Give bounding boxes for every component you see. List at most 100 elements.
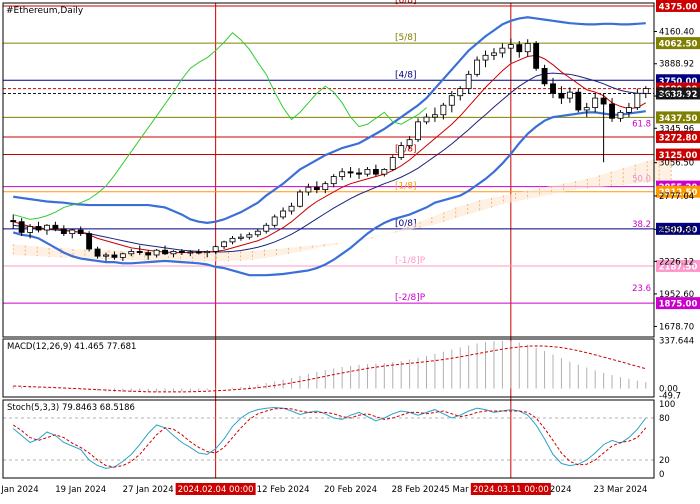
stoch-tick-label: 80 bbox=[659, 414, 670, 424]
price-tick-label: 3617.44 bbox=[659, 92, 694, 102]
x-tick-label: 12 Feb 2024 bbox=[257, 485, 310, 495]
x-highlight-label: 2024.03.11 00:00 bbox=[473, 485, 549, 495]
level-badge-text: 2500.00 bbox=[659, 225, 698, 235]
candle-body bbox=[609, 103, 615, 119]
x-highlight-badge bbox=[175, 483, 256, 495]
candle-body bbox=[448, 95, 455, 106]
candle-body bbox=[600, 97, 607, 105]
candle-body bbox=[263, 224, 270, 232]
candle-body bbox=[212, 246, 219, 252]
candle-body bbox=[136, 251, 143, 254]
bollinger-upper bbox=[13, 16, 646, 225]
macd-label: MACD(12,26,9) 41.465 77.681 bbox=[7, 342, 136, 352]
macd-pane-frame bbox=[2, 338, 655, 398]
candle-body bbox=[558, 92, 565, 99]
price-tick-label: 3056.50 bbox=[659, 159, 694, 169]
fib-label: 38.2 bbox=[632, 220, 651, 230]
candle-body bbox=[238, 236, 244, 239]
level-label: [4/8] bbox=[395, 70, 417, 80]
bollinger-lower bbox=[12, 110, 646, 277]
candle-body bbox=[128, 251, 135, 255]
price-tick-label: 3345.96 bbox=[659, 124, 694, 134]
ma-slow-line bbox=[13, 72, 646, 253]
candle-body bbox=[524, 43, 531, 53]
candle-body bbox=[381, 169, 388, 175]
level-badge bbox=[656, 0, 700, 12]
level-label: [0/8] bbox=[395, 219, 417, 229]
candle-body bbox=[119, 253, 126, 258]
x-tick-label: 28 Feb 2024 bbox=[392, 485, 445, 495]
dashed-level-badge bbox=[656, 87, 700, 100]
x-tick-label: 11 Jan 2024 bbox=[0, 485, 39, 495]
candle-body bbox=[398, 145, 405, 158]
dashed-level-badge-text: 3638.92 bbox=[659, 90, 698, 100]
candle-body bbox=[575, 91, 582, 111]
ichimoku-cloud bbox=[13, 153, 672, 262]
candle-body bbox=[415, 121, 421, 141]
chikou-line bbox=[13, 32, 427, 220]
stoch-pane: Stoch(5,3,3) 79.8463 68.5186 bbox=[3, 403, 654, 469]
macd-pane: MACD(12,26,9) 41.465 77.681 bbox=[7, 340, 647, 393]
candle-body bbox=[440, 104, 447, 116]
level-badge bbox=[656, 297, 700, 310]
stoch-tick-label: 0 bbox=[659, 470, 664, 480]
candle-body bbox=[465, 73, 472, 89]
price-tick-label: 2226.12 bbox=[659, 257, 694, 267]
ma-fast-line bbox=[13, 54, 647, 254]
level-label: [-2/8]P bbox=[395, 293, 426, 303]
level-badge-text: 1875.00 bbox=[659, 300, 698, 310]
stoch-tick-label: 100 bbox=[659, 400, 675, 410]
candle-body bbox=[406, 139, 413, 147]
fib-label: 23.6 bbox=[632, 284, 651, 294]
level-label: [1/8] bbox=[395, 182, 417, 192]
candle-body bbox=[94, 248, 101, 257]
candle-body bbox=[271, 216, 278, 226]
candle-body bbox=[617, 111, 624, 119]
candle-body bbox=[431, 114, 438, 118]
candle-body bbox=[330, 176, 337, 185]
x-highlight-badge bbox=[470, 483, 551, 495]
stoch-pane-frame bbox=[2, 399, 655, 479]
stoch-label: Stoch(5,3,3) 79.8463 68.5186 bbox=[7, 403, 135, 413]
level-badge bbox=[656, 148, 700, 161]
macd-tick-label: 337.644 bbox=[659, 337, 694, 347]
stoch-tick-label: 20 bbox=[659, 456, 670, 466]
macd-tick-label: -49.7 bbox=[659, 392, 681, 402]
x-highlight-label: 2024.02.04 00:00 bbox=[178, 485, 254, 495]
level-badge-text: 2812.50 bbox=[659, 188, 698, 198]
candle-body bbox=[145, 252, 152, 256]
candle-body bbox=[364, 169, 371, 175]
candle-body bbox=[170, 251, 177, 255]
candle-body bbox=[372, 169, 379, 175]
candle-body bbox=[634, 92, 641, 108]
level-badge bbox=[656, 259, 700, 272]
level-badge-text: 3272.80 bbox=[659, 133, 698, 143]
level-badge-text: 3750.00 bbox=[659, 77, 698, 87]
level-badge-text: 3437.50 bbox=[659, 114, 698, 124]
candle-body bbox=[153, 249, 160, 256]
candle-body bbox=[474, 59, 481, 75]
price-pane-frame bbox=[2, 2, 655, 338]
candle-body bbox=[642, 88, 649, 94]
candle-body bbox=[204, 251, 211, 254]
level-label: [-1/8]P bbox=[395, 256, 426, 266]
fib-label: 61.8 bbox=[632, 119, 651, 129]
candle-body bbox=[221, 241, 228, 248]
candle-body bbox=[592, 97, 599, 108]
candle-body bbox=[69, 229, 76, 234]
level-badge bbox=[656, 185, 700, 198]
candle-body bbox=[280, 210, 287, 218]
candle-body bbox=[541, 67, 548, 85]
price-tick-label: 1952.60 bbox=[659, 290, 694, 300]
level-label: [5/8] bbox=[395, 33, 417, 43]
candle-body bbox=[491, 52, 497, 56]
candle-body bbox=[162, 249, 168, 255]
candle-body bbox=[27, 226, 34, 233]
candle-body bbox=[482, 54, 489, 61]
candle-body bbox=[389, 157, 396, 170]
candle-body bbox=[229, 237, 236, 243]
candle-body bbox=[516, 44, 523, 53]
